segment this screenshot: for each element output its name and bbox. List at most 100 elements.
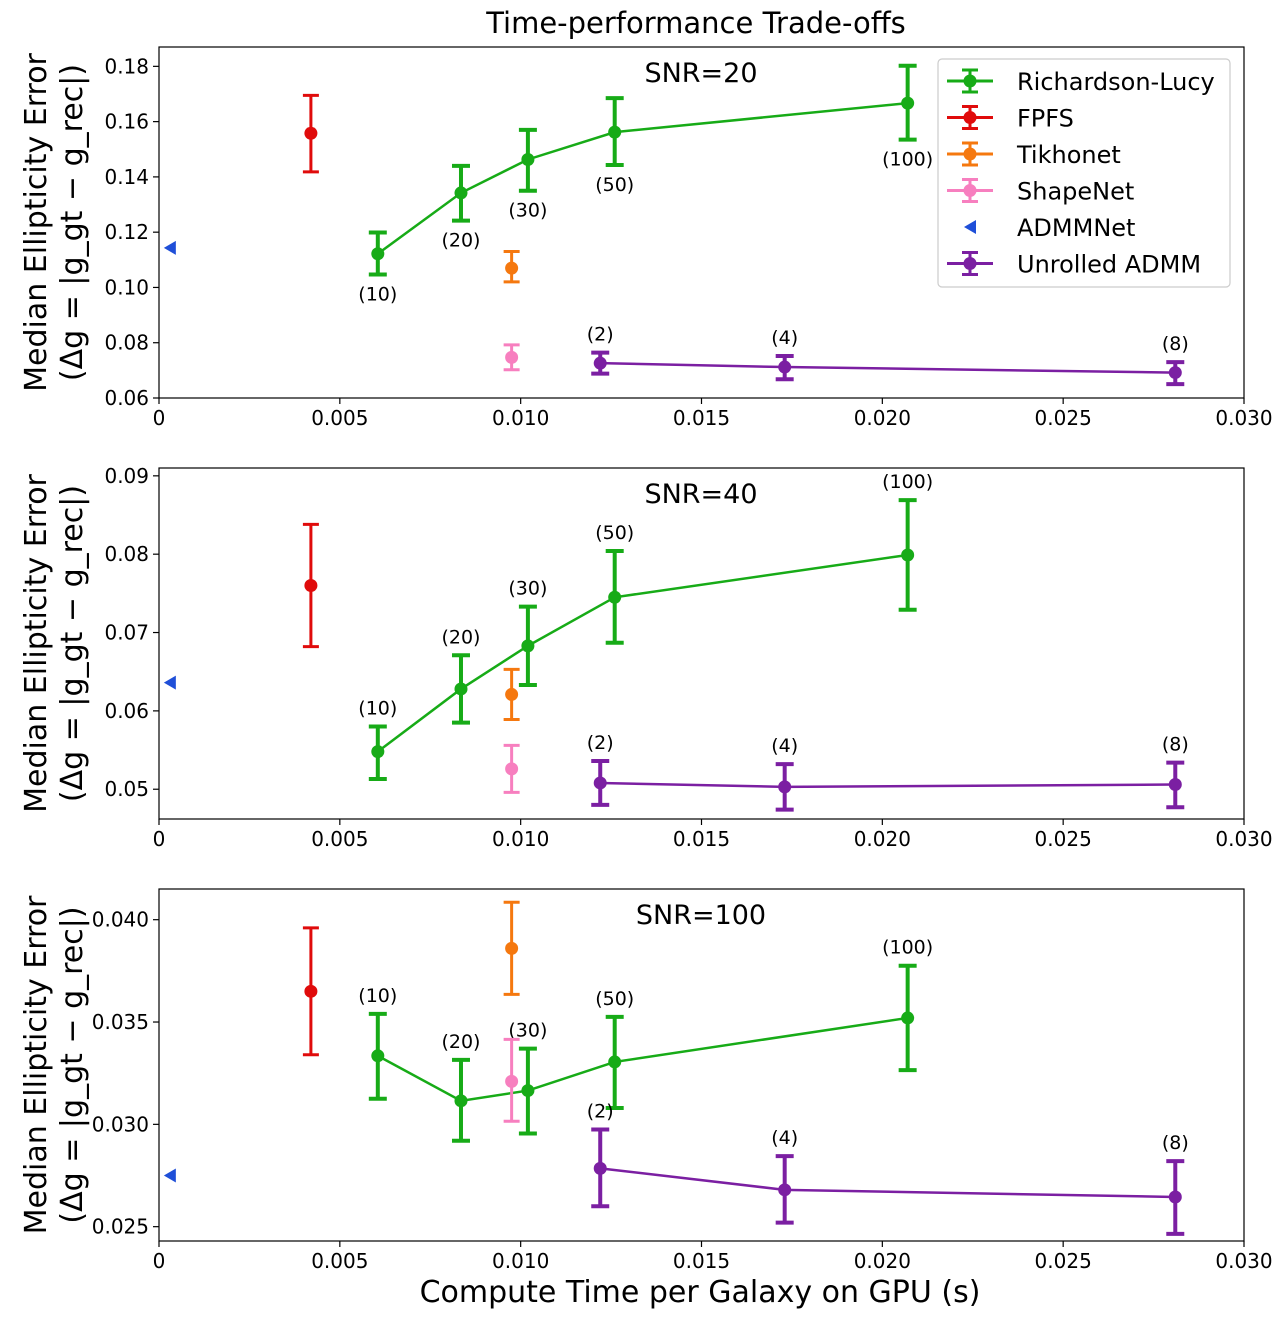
x-tick-label: 0.030 bbox=[1215, 827, 1272, 851]
x-tick-label: 0.005 bbox=[311, 406, 368, 430]
x-tick-label: 0.020 bbox=[854, 827, 911, 851]
series-tikhonet bbox=[503, 900, 520, 996]
data-point-marker bbox=[521, 639, 535, 653]
y-axis-label: Median Ellipticity Error bbox=[19, 52, 54, 391]
data-label: (50) bbox=[595, 988, 634, 1010]
x-tick-label: 0.010 bbox=[492, 827, 549, 851]
x-tick-label: 0 bbox=[153, 827, 166, 851]
data-label: (30) bbox=[508, 200, 547, 222]
data-label: (2) bbox=[587, 324, 614, 346]
x-tick-label: 0.025 bbox=[1035, 406, 1092, 430]
x-tick-label: 0.025 bbox=[1035, 1249, 1092, 1273]
data-point-marker bbox=[505, 350, 519, 364]
data-point-marker bbox=[163, 675, 176, 690]
series-fpfs bbox=[302, 522, 319, 649]
legend-marker bbox=[963, 184, 977, 197]
y-axis-label: Median Ellipticity Error bbox=[19, 473, 54, 812]
series-tikhonet bbox=[503, 250, 520, 284]
data-label: (8) bbox=[1162, 333, 1189, 355]
data-label: (4) bbox=[771, 735, 798, 757]
legend-label: Richardson-Lucy bbox=[1017, 68, 1215, 96]
data-point-marker bbox=[1168, 1190, 1182, 1204]
y-tick-label: 0.14 bbox=[104, 165, 149, 189]
y-tick-label: 0.12 bbox=[104, 220, 149, 244]
legend-label: ADMMNet bbox=[1017, 214, 1135, 242]
y-axis-label: Median Ellipticity Error bbox=[19, 895, 54, 1234]
y-tick-label: 0.05 bbox=[104, 777, 149, 801]
axes-frame bbox=[158, 888, 1245, 1242]
legend-marker bbox=[963, 111, 977, 124]
data-point-marker bbox=[778, 780, 792, 794]
series-unrolled-admm: (2) (4) (8) bbox=[587, 732, 1189, 812]
panel-3: 0 0.005 0.010 0.015 0.020 0.025 0.030 0.025 0.03… bbox=[19, 888, 1273, 1273]
data-label: (20) bbox=[441, 230, 480, 252]
y-tick-label: 0.09 bbox=[104, 464, 149, 488]
legend-entry: FPFS bbox=[947, 105, 1074, 133]
data-label: (4) bbox=[771, 327, 798, 349]
data-point-marker bbox=[454, 186, 468, 200]
data-label: (10) bbox=[358, 985, 397, 1007]
snr-annotation: SNR=100 bbox=[636, 900, 766, 931]
series-richardson-lucy: (10) (20) (30) (50) (100) bbox=[358, 471, 933, 782]
data-point-marker bbox=[521, 152, 535, 166]
legend: Richardson-Lucy FPFS Tikhonet ShapeNet ADMMN… bbox=[937, 58, 1231, 288]
y-tick-label: 0.06 bbox=[104, 699, 149, 723]
data-point-marker bbox=[371, 247, 385, 261]
y-axis-label-formula: (Δg = |g_gt − g_rec|) bbox=[55, 485, 90, 802]
panel-2: 0 0.005 0.010 0.015 0.020 0.025 0.030 0.05 0.06 0… bbox=[19, 464, 1273, 851]
y-tick-label: 0.08 bbox=[104, 542, 149, 566]
data-point-marker bbox=[608, 590, 622, 604]
x-tick-label: 0.015 bbox=[673, 1249, 730, 1273]
series-fpfs bbox=[302, 926, 319, 1057]
series-richardson-lucy: (10) (20) (30) (50) (100) bbox=[358, 63, 933, 305]
legend-marker bbox=[964, 220, 976, 234]
data-label: (100) bbox=[882, 937, 933, 959]
y-tick-label: 0.08 bbox=[104, 331, 149, 355]
data-point-marker bbox=[593, 1161, 607, 1175]
panels: 0 0.005 0.010 0.015 0.020 0.025 0.030 0.06 0.08 0… bbox=[19, 46, 1273, 1273]
legend-entry: ADMMNet bbox=[964, 214, 1135, 242]
data-point-marker bbox=[304, 984, 318, 998]
data-point-marker bbox=[593, 776, 607, 790]
y-tick-label: 0.16 bbox=[104, 110, 149, 134]
data-point-marker bbox=[371, 745, 385, 759]
x-tick-label: 0.030 bbox=[1215, 406, 1272, 430]
data-point-marker bbox=[608, 125, 622, 139]
data-point-marker bbox=[505, 261, 519, 275]
y-tick-label: 0.07 bbox=[104, 621, 149, 645]
data-point-marker bbox=[521, 1084, 535, 1098]
data-point-marker bbox=[505, 762, 519, 776]
data-point-marker bbox=[593, 356, 607, 370]
legend-entry: ShapeNet bbox=[947, 178, 1134, 206]
series-fpfs bbox=[302, 93, 319, 174]
data-label: (4) bbox=[771, 1127, 798, 1149]
axes-frame bbox=[158, 467, 1245, 820]
data-point-marker bbox=[901, 1011, 915, 1025]
x-tick-label: 0.010 bbox=[492, 1249, 549, 1273]
data-point-marker bbox=[505, 941, 519, 955]
x-axis-label: Compute Time per Galaxy on GPU (s) bbox=[420, 1275, 981, 1310]
data-label: (30) bbox=[508, 1020, 547, 1042]
y-axis-label-formula: (Δg = |g_gt − g_rec|) bbox=[55, 906, 90, 1223]
data-point-marker bbox=[304, 126, 318, 140]
legend-entry: Unrolled ADMM bbox=[947, 251, 1201, 279]
y-tick-label: 0.040 bbox=[92, 908, 149, 932]
data-label: (2) bbox=[587, 732, 614, 754]
legend-marker bbox=[963, 147, 977, 161]
series-admmnet bbox=[163, 675, 176, 690]
data-point-marker bbox=[901, 548, 915, 562]
series-unrolled-admm: (2) (4) (8) bbox=[587, 1100, 1189, 1236]
data-label: (10) bbox=[358, 698, 397, 720]
data-point-marker bbox=[505, 687, 519, 701]
data-point-marker bbox=[163, 1168, 176, 1183]
data-label: (8) bbox=[1162, 1132, 1189, 1154]
data-point-marker bbox=[304, 579, 318, 593]
chart-title: Time-performance Trade-offs bbox=[485, 6, 906, 40]
data-label: (20) bbox=[441, 626, 480, 648]
y-tick-label: 0.030 bbox=[92, 1112, 149, 1136]
data-label: (20) bbox=[441, 1031, 480, 1053]
data-point-marker bbox=[163, 240, 176, 255]
data-point-marker bbox=[901, 96, 915, 110]
x-tick-label: 0.005 bbox=[311, 1249, 368, 1273]
